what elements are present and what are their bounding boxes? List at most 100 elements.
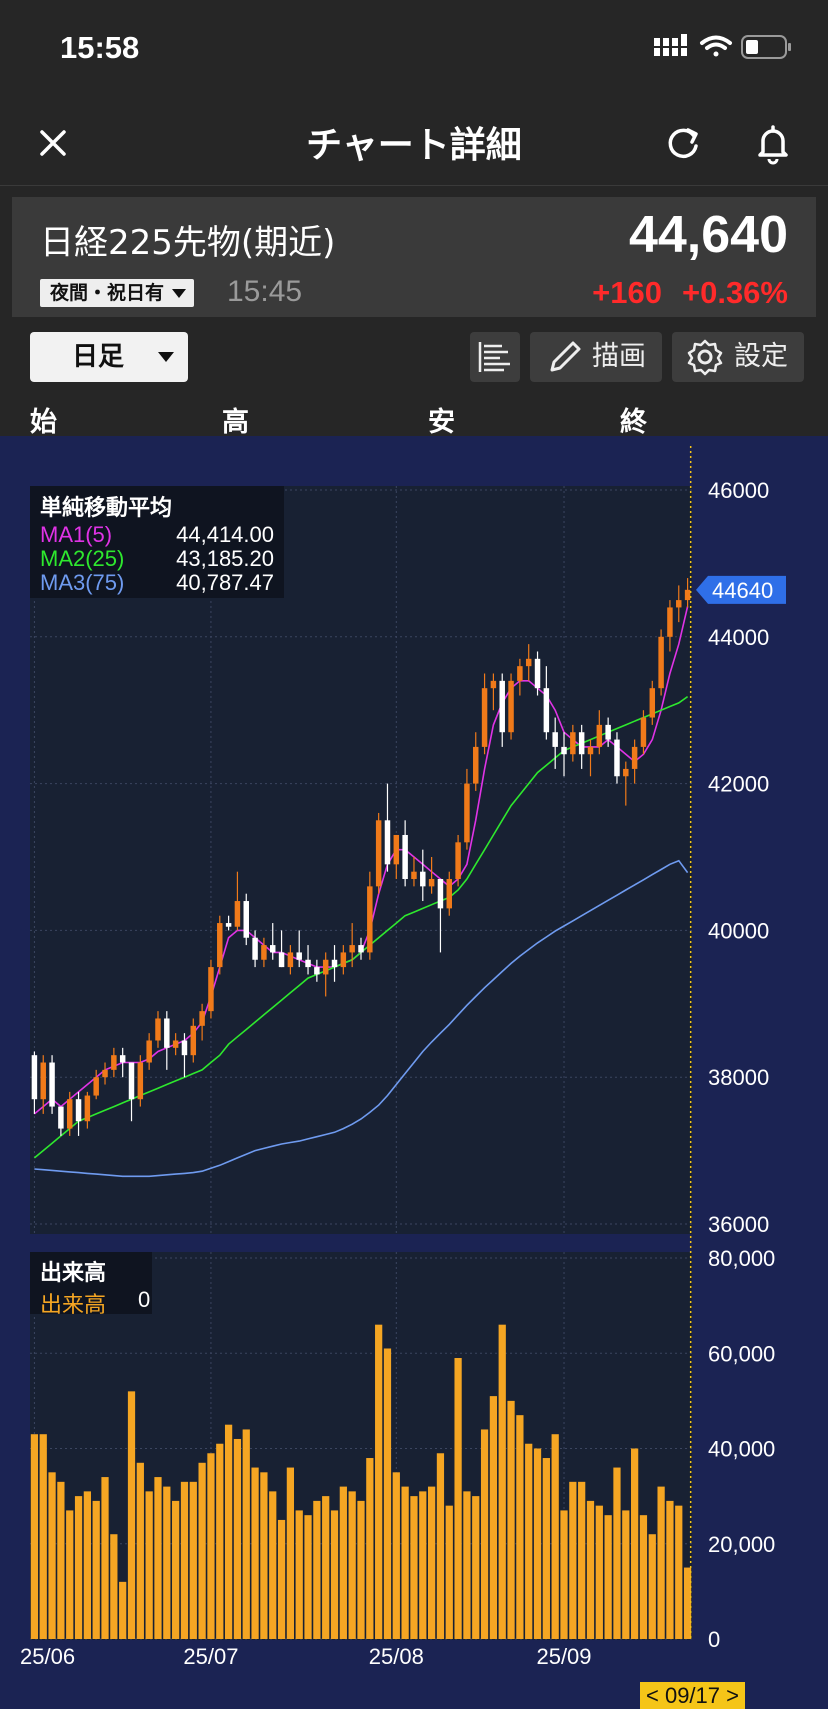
indicator-list-button[interactable]	[470, 332, 520, 382]
volume-bar	[322, 1496, 330, 1639]
candle-body	[208, 967, 214, 1012]
candle-body	[481, 688, 488, 747]
volume-bar	[666, 1500, 674, 1639]
volume-bar	[648, 1534, 656, 1639]
chart-toolbar: 日足 描画 設定	[0, 330, 828, 386]
volume-bar	[454, 1358, 462, 1639]
volume-bar	[216, 1443, 224, 1639]
volume-bar	[675, 1505, 683, 1639]
status-icons	[654, 34, 791, 59]
candle-body	[137, 1062, 144, 1100]
volume-bar	[242, 1429, 250, 1639]
candle-body	[437, 879, 444, 909]
change-value: +160	[592, 275, 662, 310]
bell-icon[interactable]	[748, 118, 798, 168]
volume-bar	[260, 1472, 268, 1639]
cursor-date-badge[interactable]: < 09/17 >	[640, 1682, 745, 1709]
refresh-icon[interactable]	[658, 118, 708, 168]
candle-body	[605, 724, 611, 740]
candle-body	[375, 820, 382, 887]
volume-bar	[339, 1486, 347, 1639]
pencil-icon	[550, 341, 581, 372]
candle-body	[446, 879, 453, 909]
candle-body	[75, 1099, 82, 1122]
volume-bar	[348, 1491, 356, 1639]
candle-body	[181, 1040, 188, 1056]
candlestick-chart[interactable]: 46000 44000 42000 40000 38000 36000 80,000 60,0…	[0, 436, 828, 1709]
volume-bar	[383, 1348, 392, 1639]
volume-legend-title: 出来高	[40, 1261, 107, 1286]
candle-body	[402, 834, 408, 880]
volume-bar	[295, 1510, 303, 1639]
volume-tick-label: 60,000	[708, 1341, 775, 1366]
caret-down-icon	[158, 352, 174, 362]
ma-legend-row: MA2(25) 43,185.20	[40, 546, 274, 571]
volume-bar	[586, 1500, 595, 1639]
candle-body	[349, 945, 355, 953]
candle-body	[199, 1011, 205, 1026]
settings-button[interactable]: 設定	[672, 332, 804, 382]
volume-bar	[410, 1496, 418, 1639]
volume-bar	[198, 1462, 206, 1639]
ma1-name: MA1(5)	[40, 522, 113, 547]
gear-icon	[687, 339, 723, 376]
volume-bar	[101, 1477, 109, 1639]
volume-bar	[57, 1481, 65, 1639]
candle-body	[305, 959, 311, 968]
candle-body	[384, 820, 391, 865]
volume-bar	[163, 1486, 171, 1639]
candle-body	[331, 959, 338, 968]
volume-bar	[119, 1581, 127, 1639]
candle-body	[367, 886, 373, 953]
volume-bar	[525, 1443, 533, 1639]
candle-body	[49, 1062, 55, 1107]
period-dropdown[interactable]: 日足	[30, 332, 188, 382]
volume-bar	[313, 1500, 321, 1639]
price-tick-label: 46000	[708, 478, 769, 503]
ma3-value: 40,787.47	[176, 570, 274, 595]
candle-body	[587, 746, 594, 755]
candle-body	[552, 732, 558, 747]
candle-body	[252, 937, 258, 960]
ma1-value: 44,414.00	[176, 522, 274, 547]
volume-bar	[207, 1453, 215, 1639]
ma-line-3	[34, 859, 689, 1178]
ma-legend-row: MA1(5) 44,414.00	[40, 522, 274, 547]
draw-button[interactable]: 描画	[530, 332, 662, 382]
volume-value: 0	[138, 1287, 151, 1312]
draw-label: 描画	[592, 341, 646, 372]
volume-bar	[110, 1534, 118, 1639]
ohlc-header: 始 高 安 終	[0, 396, 828, 438]
volume-bar	[366, 1458, 374, 1639]
candle-body	[217, 923, 223, 968]
candle-body	[93, 1077, 99, 1096]
volume-bar	[498, 1324, 506, 1639]
candle-body	[261, 945, 267, 960]
page-title: チャート詳細	[306, 125, 522, 166]
volume-bar	[375, 1324, 383, 1639]
volume-bar	[463, 1491, 471, 1639]
volume-bar	[74, 1496, 83, 1639]
candle-body	[102, 1069, 108, 1078]
volume-bar	[304, 1515, 312, 1639]
volume-bar	[145, 1491, 153, 1639]
close-icon[interactable]	[28, 118, 78, 168]
battery-icon	[741, 35, 791, 59]
candle-body	[31, 1055, 38, 1100]
volume-bar	[436, 1453, 445, 1639]
candle-body	[358, 945, 364, 953]
candle-body	[172, 1040, 179, 1048]
candle-body	[490, 680, 497, 689]
price-tick-label: 42000	[708, 772, 769, 797]
volume-bar	[277, 1519, 286, 1639]
volume-bar	[480, 1429, 489, 1639]
candle-body	[393, 834, 400, 865]
wifi-icon	[700, 35, 732, 57]
ma2-value: 43,185.20	[176, 546, 274, 571]
period-label: 日足	[72, 342, 125, 372]
volume-bar	[269, 1491, 277, 1639]
chart-area[interactable]: 46000 44000 42000 40000 38000 36000 80,000 60,0…	[0, 436, 828, 1709]
volume-bar	[622, 1510, 630, 1639]
signal-icon	[654, 34, 687, 56]
session-dropdown[interactable]: 夜間・祝日有	[40, 279, 195, 307]
